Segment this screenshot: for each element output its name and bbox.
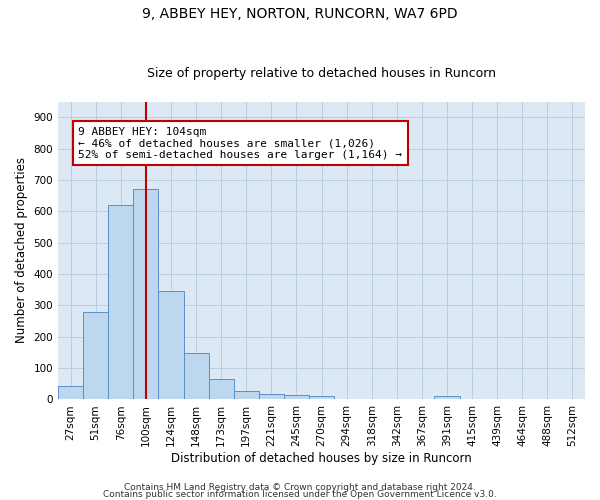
Bar (309, 396, 334, 400)
Bar (83, 312, 108, 400)
Bar (209, 379, 233, 400)
Bar (158, 290, 184, 400)
Text: Contains HM Land Registry data © Crown copyright and database right 2024.: Contains HM Land Registry data © Crown c… (124, 484, 476, 492)
Text: Contains public sector information licensed under the Open Government Licence v3: Contains public sector information licen… (103, 490, 497, 499)
Bar (233, 390, 259, 400)
Bar (108, 205, 133, 400)
Text: 9, ABBEY HEY, NORTON, RUNCORN, WA7 6PD: 9, ABBEY HEY, NORTON, RUNCORN, WA7 6PD (142, 8, 458, 22)
Bar (133, 190, 158, 400)
X-axis label: Distribution of detached houses by size in Runcorn: Distribution of detached houses by size … (171, 452, 472, 465)
Bar (259, 394, 284, 400)
Bar (184, 353, 209, 400)
Bar (434, 396, 460, 400)
Y-axis label: Number of detached properties: Number of detached properties (15, 158, 28, 344)
Text: 9 ABBEY HEY: 104sqm
← 46% of detached houses are smaller (1,026)
52% of semi-det: 9 ABBEY HEY: 104sqm ← 46% of detached ho… (78, 126, 402, 160)
Title: Size of property relative to detached houses in Runcorn: Size of property relative to detached ho… (147, 66, 496, 80)
Bar (284, 396, 309, 400)
Bar (58, 386, 83, 400)
